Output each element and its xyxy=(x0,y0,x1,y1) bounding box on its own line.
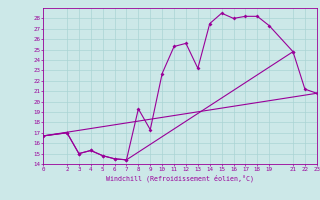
X-axis label: Windchill (Refroidissement éolien,°C): Windchill (Refroidissement éolien,°C) xyxy=(106,175,254,182)
